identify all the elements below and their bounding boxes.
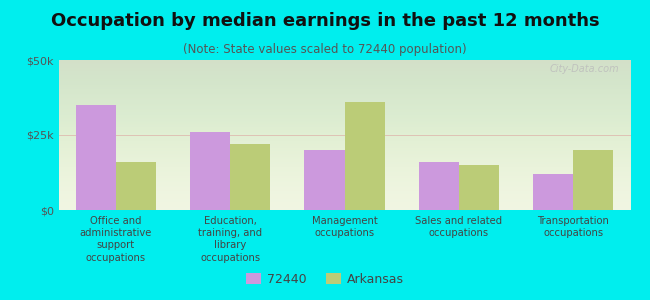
Bar: [459, 165, 499, 210]
Bar: [190, 132, 230, 210]
Bar: [573, 150, 614, 210]
Text: Occupation by median earnings in the past 12 months: Occupation by median earnings in the pas…: [51, 12, 599, 30]
Bar: [230, 144, 270, 210]
Text: (Note: State values scaled to 72440 population): (Note: State values scaled to 72440 popu…: [183, 44, 467, 56]
Legend: 72440, Arkansas: 72440, Arkansas: [241, 268, 409, 291]
Bar: [304, 150, 345, 210]
Bar: [116, 162, 156, 210]
Bar: [419, 162, 459, 210]
Bar: [75, 105, 116, 210]
Bar: [344, 102, 385, 210]
Text: City-Data.com: City-Data.com: [549, 64, 619, 74]
Bar: [533, 174, 573, 210]
